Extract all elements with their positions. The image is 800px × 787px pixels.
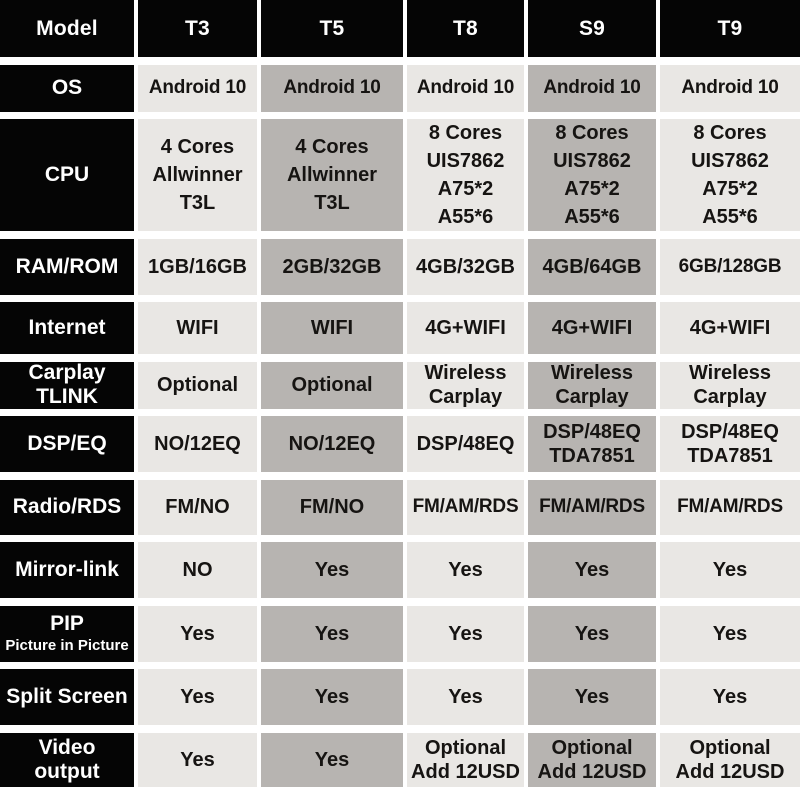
cell-mirror-link-s9: Yes (528, 542, 656, 598)
cell-mirror-link-t9: Yes (660, 542, 800, 598)
cell-mirror-link-t3: NO (138, 542, 257, 598)
cell-ram-rom-s9: 4GB/64GB (528, 238, 656, 295)
cell-pip-t8: Yes (407, 605, 524, 662)
cell-os-t8: Android 10 (407, 64, 524, 112)
cell-os-s9: Android 10 (528, 64, 656, 112)
cell-pip-s9: Yes (528, 605, 656, 662)
row-sublabel-text: Picture in Picture (5, 637, 129, 654)
cell-carplay-tlink-t8: Wireless Carplay (407, 361, 524, 409)
cell-radio-rds-t5: FM/NO (261, 479, 403, 535)
cell-cpu-t8: 8 Cores UIS7862 A75*2 A55*6 (407, 119, 524, 231)
cell-dsp-eq-t5: NO/12EQ (261, 416, 403, 472)
row-label-mirror-link: Mirror-link (0, 542, 134, 598)
cell-mirror-link-t8: Yes (407, 542, 524, 598)
row-label-carplay-tlink: Carplay TLINK (0, 361, 134, 409)
cell-pip-t3: Yes (138, 605, 257, 662)
cell-carplay-tlink-t3: Optional (138, 361, 257, 409)
cell-internet-s9: 4G+WIFI (528, 302, 656, 354)
row-label-text: Carplay TLINK (28, 361, 106, 408)
column-header-t9: T9 (660, 0, 800, 57)
column-header-t3: T3 (138, 0, 257, 57)
cell-radio-rds-t8: FM/AM/RDS (407, 479, 524, 535)
cell-carplay-tlink-s9: Wireless Carplay (528, 361, 656, 409)
cell-video-output-t5: Yes (261, 732, 403, 787)
cell-os-t9: Android 10 (660, 64, 800, 112)
cell-dsp-eq-t8: DSP/48EQ (407, 416, 524, 472)
cell-split-screen-t8: Yes (407, 669, 524, 725)
cell-internet-t3: WIFI (138, 302, 257, 354)
table-corner-header: Model (0, 0, 134, 57)
row-label-video-output: Video output (0, 732, 134, 787)
row-label-text: Split Screen (6, 685, 128, 708)
cell-video-output-t9: Optional Add 12USD (660, 732, 800, 787)
column-header-t8: T8 (407, 0, 524, 57)
cell-dsp-eq-s9: DSP/48EQ TDA7851 (528, 416, 656, 472)
cell-dsp-eq-t3: NO/12EQ (138, 416, 257, 472)
cell-cpu-t3: 4 Cores Allwinner T3L (138, 119, 257, 231)
row-label-text: Mirror-link (15, 558, 119, 581)
row-label-text: Internet (28, 316, 106, 339)
cell-cpu-s9: 8 Cores UIS7862 A75*2 A55*6 (528, 119, 656, 231)
cell-radio-rds-t9: FM/AM/RDS (660, 479, 800, 535)
cell-dsp-eq-t9: DSP/48EQ TDA7851 (660, 416, 800, 472)
row-label-text: DSP/EQ (27, 432, 107, 455)
row-label-text: PIP (50, 612, 84, 635)
cell-radio-rds-s9: FM/AM/RDS (528, 479, 656, 535)
row-label-ram-rom: RAM/ROM (0, 238, 134, 295)
cell-ram-rom-t5: 2GB/32GB (261, 238, 403, 295)
cell-radio-rds-t3: FM/NO (138, 479, 257, 535)
row-label-text: RAM/ROM (15, 254, 119, 278)
cell-split-screen-t9: Yes (660, 669, 800, 725)
column-header-t5: T5 (261, 0, 403, 57)
column-header-s9: S9 (528, 0, 656, 57)
cell-carplay-tlink-t9: Wireless Carplay (660, 361, 800, 409)
row-label-pip: PIP Picture in Picture (0, 605, 134, 662)
cell-video-output-t3: Yes (138, 732, 257, 787)
row-label-text: OS (51, 76, 83, 99)
row-label-os: OS (0, 64, 134, 112)
row-label-cpu: CPU (0, 119, 134, 231)
cell-os-t5: Android 10 (261, 64, 403, 112)
cell-internet-t8: 4G+WIFI (407, 302, 524, 354)
cell-os-t3: Android 10 (138, 64, 257, 112)
cell-pip-t9: Yes (660, 605, 800, 662)
cell-mirror-link-t5: Yes (261, 542, 403, 598)
cell-internet-t9: 4G+WIFI (660, 302, 800, 354)
cell-split-screen-t3: Yes (138, 669, 257, 725)
cell-internet-t5: WIFI (261, 302, 403, 354)
row-label-text: CPU (44, 163, 90, 186)
cell-video-output-t8: Optional Add 12USD (407, 732, 524, 787)
row-label-split-screen: Split Screen (0, 669, 134, 725)
row-label-text: Video output (34, 735, 100, 783)
cell-cpu-t9: 8 Cores UIS7862 A75*2 A55*6 (660, 119, 800, 231)
cell-ram-rom-t9: 6GB/128GB (660, 238, 800, 295)
row-label-dsp-eq: DSP/EQ (0, 416, 134, 472)
cell-split-screen-t5: Yes (261, 669, 403, 725)
cell-carplay-tlink-t5: Optional (261, 361, 403, 409)
row-label-radio-rds: Radio/RDS (0, 479, 134, 535)
cell-cpu-t5: 4 Cores Allwinner T3L (261, 119, 403, 231)
cell-pip-t5: Yes (261, 605, 403, 662)
row-label-text: Radio/RDS (12, 495, 122, 518)
cell-ram-rom-t8: 4GB/32GB (407, 238, 524, 295)
cell-split-screen-s9: Yes (528, 669, 656, 725)
row-label-internet: Internet (0, 302, 134, 354)
cell-video-output-s9: Optional Add 12USD (528, 732, 656, 787)
cell-ram-rom-t3: 1GB/16GB (138, 238, 257, 295)
